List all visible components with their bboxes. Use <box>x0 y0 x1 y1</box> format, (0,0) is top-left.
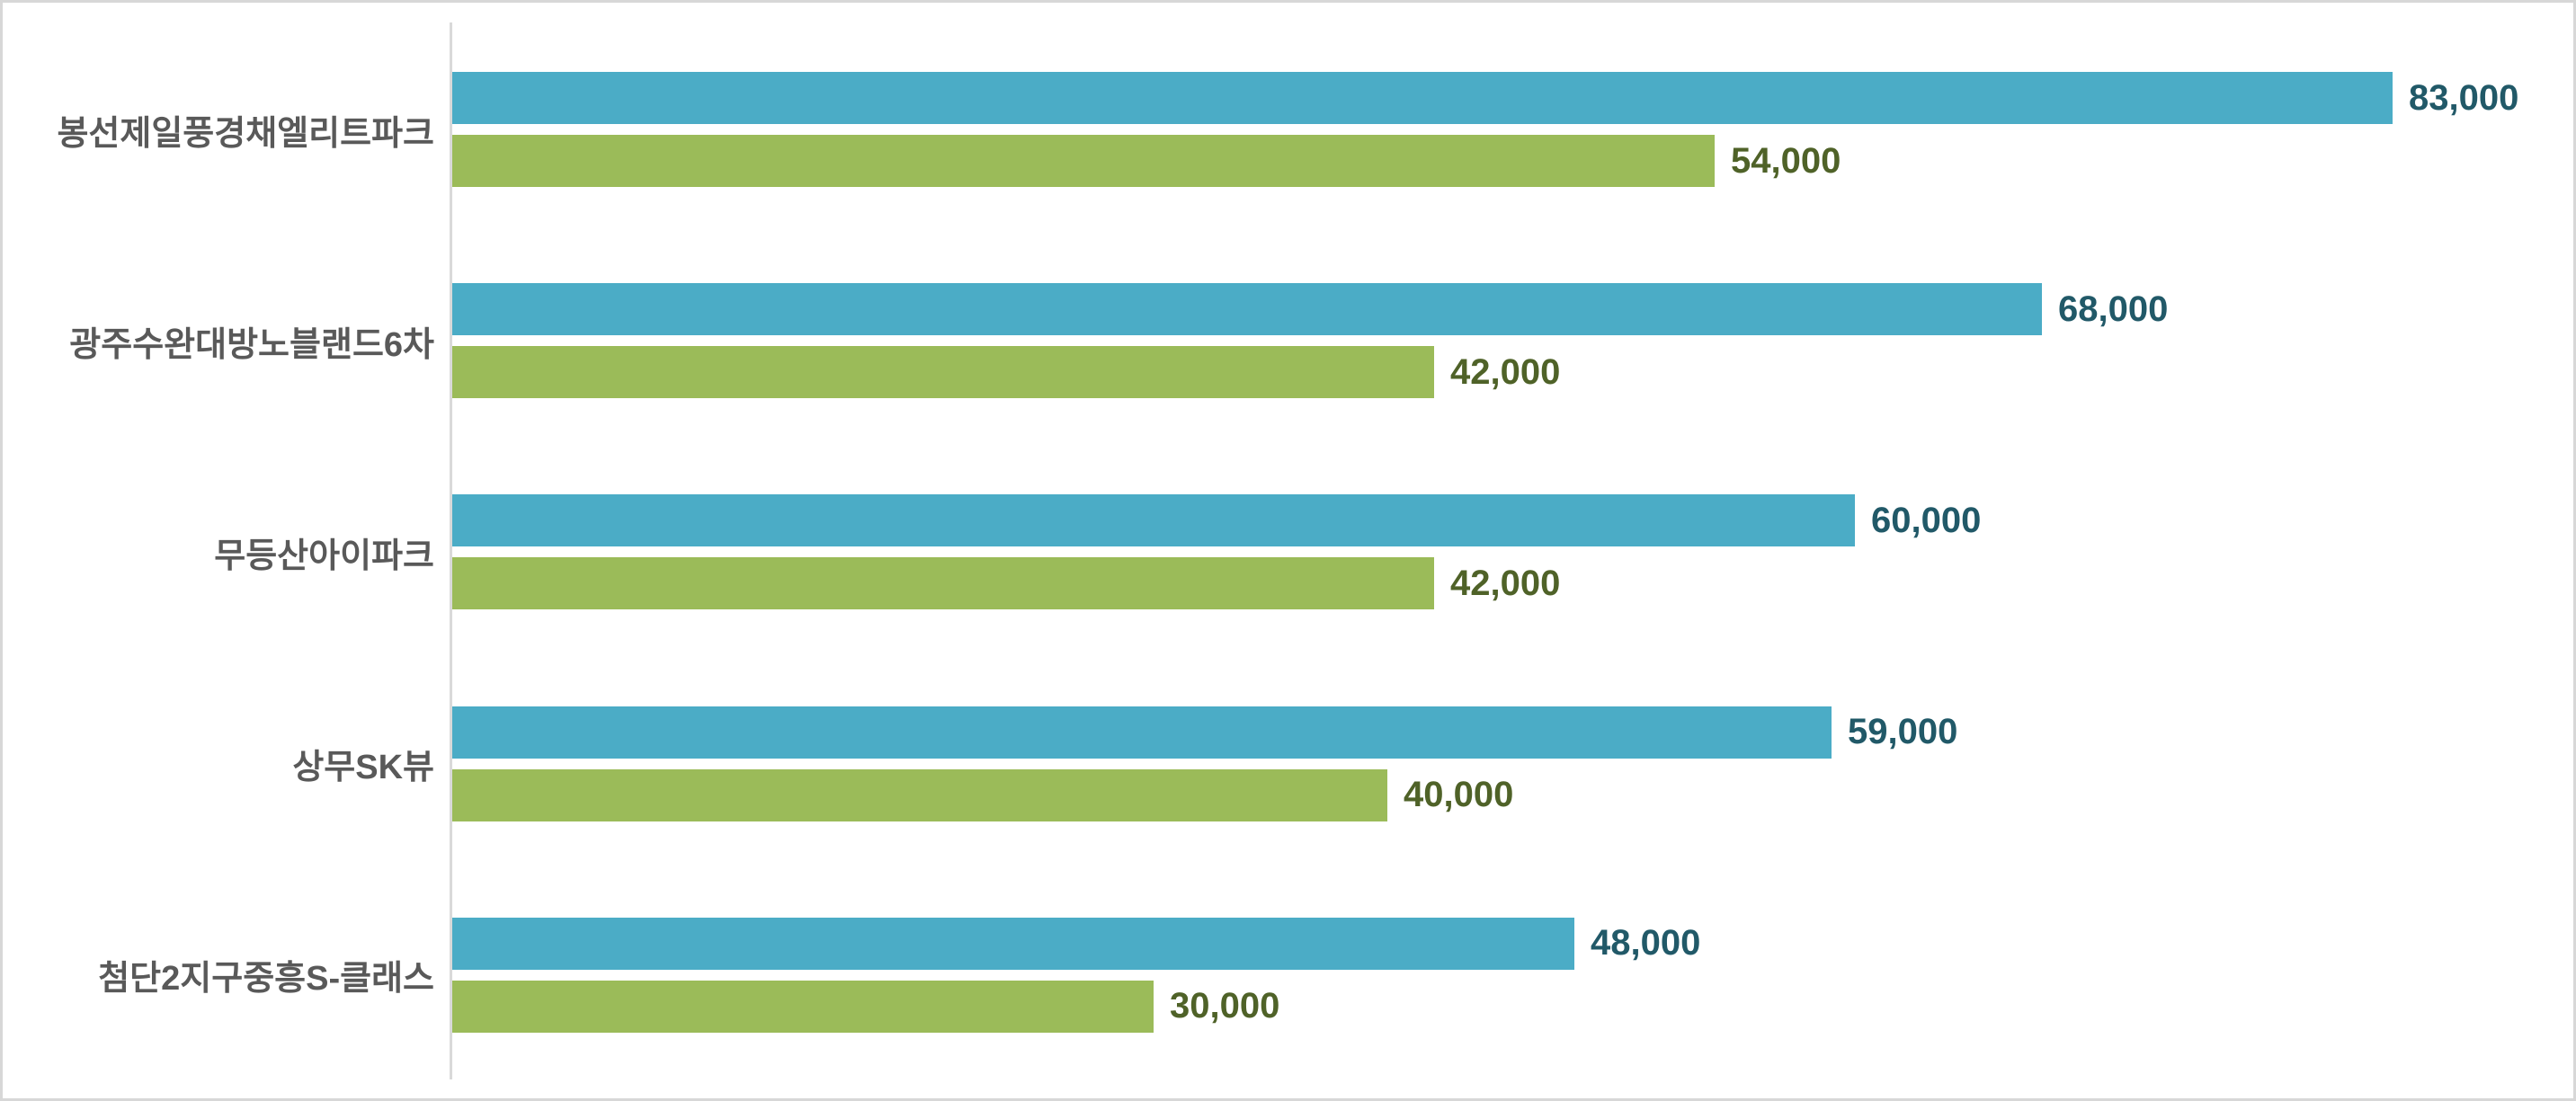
data-label: 83,000 <box>2409 77 2519 118</box>
bar-green <box>452 768 1387 821</box>
bar-green <box>452 980 1154 1033</box>
bar-blue <box>452 283 2042 336</box>
bar-line: 30,000 <box>452 980 2573 1033</box>
chart-row: 상무SK뷰 59,000 40,000 <box>3 657 2573 868</box>
bar-line: 48,000 <box>452 917 2573 970</box>
bar-line: 40,000 <box>452 768 2573 821</box>
chart-row: 무등산아이파크 60,000 42,000 <box>3 445 2573 656</box>
bar-line: 83,000 <box>452 72 2573 124</box>
bar-line: 60,000 <box>452 494 2573 547</box>
chart-row: 첨단2지구중흥S-클래스 48,000 30,000 <box>3 868 2573 1079</box>
plot-area: 봉선제일풍경채엘리트파크 83,000 54,000 광주수완대방노블랜드6차 … <box>3 22 2573 1079</box>
data-label: 42,000 <box>1450 351 1561 392</box>
data-label: 60,000 <box>1871 500 1982 540</box>
bar-green <box>452 557 1434 610</box>
category-label: 상무SK뷰 <box>292 749 434 787</box>
bar-blue <box>452 494 1855 547</box>
data-label: 40,000 <box>1404 775 1514 815</box>
bar-group: 60,000 42,000 <box>452 494 2573 610</box>
data-label: 54,000 <box>1731 140 1841 181</box>
data-label: 30,000 <box>1170 986 1280 1026</box>
chart-row: 봉선제일풍경채엘리트파크 83,000 54,000 <box>3 22 2573 234</box>
category-label: 광주수완대방노블랜드6차 <box>69 325 434 364</box>
category-label: 봉선제일풍경채엘리트파크 <box>57 114 434 153</box>
bar-blue <box>452 917 1574 970</box>
bar-group: 68,000 42,000 <box>452 283 2573 399</box>
bar-line: 42,000 <box>452 557 2573 610</box>
data-label: 42,000 <box>1450 563 1561 603</box>
data-label: 68,000 <box>2058 289 2169 329</box>
bar-blue <box>452 72 2393 124</box>
bar-green <box>452 346 1434 399</box>
category-label: 무등산아이파크 <box>214 537 434 575</box>
bar-line: 42,000 <box>452 346 2573 399</box>
data-label: 48,000 <box>1591 923 1701 963</box>
data-label: 59,000 <box>1848 712 1958 752</box>
bar-group: 59,000 40,000 <box>452 706 2573 821</box>
bar-line: 68,000 <box>452 283 2573 336</box>
bar-blue <box>452 706 1832 759</box>
category-label: 첨단2지구중흥S-클래스 <box>98 960 434 999</box>
bar-group: 48,000 30,000 <box>452 917 2573 1033</box>
bar-line: 54,000 <box>452 135 2573 187</box>
bar-green <box>452 135 1715 187</box>
bar-group: 83,000 54,000 <box>452 72 2573 187</box>
category-axis-line <box>450 22 452 1079</box>
bar-line: 59,000 <box>452 706 2573 759</box>
chart-row: 광주수완대방노블랜드6차 68,000 42,000 <box>3 234 2573 445</box>
